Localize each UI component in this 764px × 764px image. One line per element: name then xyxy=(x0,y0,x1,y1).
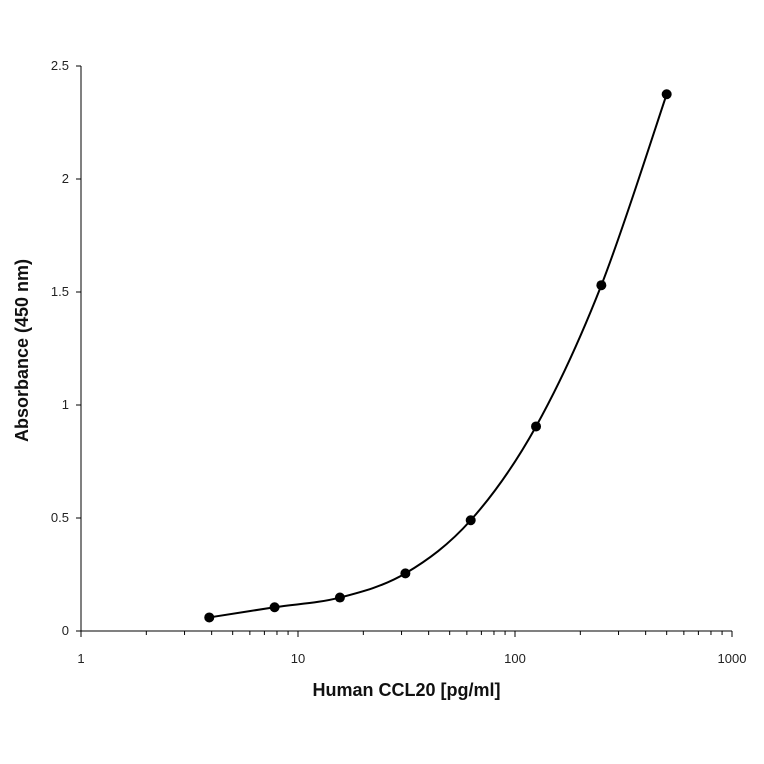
y-tick-label: 2.5 xyxy=(51,58,69,73)
fit-curve xyxy=(209,93,668,619)
data-point xyxy=(661,89,672,100)
data-point xyxy=(596,280,607,291)
x-ticks: 1 10 100 1000 xyxy=(77,631,746,666)
data-point xyxy=(465,515,476,526)
data-point xyxy=(531,421,542,432)
x-tick-label: 1 xyxy=(77,651,84,666)
data-point xyxy=(204,612,215,623)
y-tick-label: 2 xyxy=(62,171,69,186)
x-tick-label: 100 xyxy=(504,651,526,666)
data-points xyxy=(204,89,672,623)
data-point xyxy=(400,568,411,579)
data-point xyxy=(334,592,345,603)
x-axis-title: Human CCL20 [pg/ml] xyxy=(312,680,500,700)
y-ticks: 0 0.5 1 1.5 2 2.5 xyxy=(51,58,81,638)
y-tick-label: 0 xyxy=(62,623,69,638)
axes xyxy=(80,66,732,632)
y-axis-title: Absorbance (450 nm) xyxy=(12,259,32,442)
y-tick-label: 1 xyxy=(62,397,69,412)
y-tick-label: 0.5 xyxy=(51,510,69,525)
x-tick-label: 10 xyxy=(291,651,305,666)
y-tick-label: 1.5 xyxy=(51,284,69,299)
data-point xyxy=(269,602,280,613)
x-tick-label: 1000 xyxy=(718,651,747,666)
